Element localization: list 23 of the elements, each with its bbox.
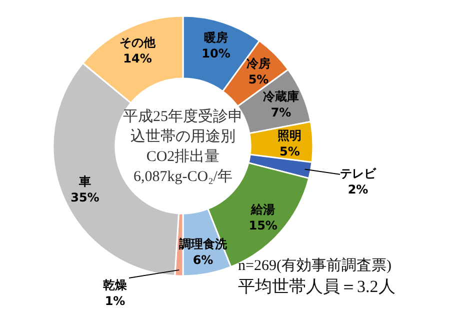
data-label: 5% (248, 72, 269, 86)
data-label: 35% (70, 190, 100, 204)
text: n=269(有効事前調査票) (238, 257, 392, 274)
data-label: 1% (104, 294, 126, 308)
slice-label: 乾燥 (103, 278, 127, 292)
data-label: 7% (270, 106, 292, 120)
text: 6,087kg-CO₂/年 (134, 168, 232, 185)
slice-label: 暖房 (204, 30, 228, 44)
data-label: 2% (348, 182, 368, 196)
data-label: 6% (192, 252, 214, 267)
slice-label: 給湯 (250, 202, 276, 217)
text: 平成25年度受診申込世帯の用途別CO2排出量 (123, 108, 243, 165)
slice-label: 照明 (278, 128, 302, 143)
data-label: 5% (280, 144, 300, 159)
data-label: 15% (248, 218, 278, 233)
slice-label: 冷蔵庫 (263, 90, 300, 104)
slice-label: テレビ (340, 166, 377, 180)
data-label: 14% (123, 51, 152, 66)
data-label: 10% (202, 46, 230, 60)
slice-label: 冷房 (246, 56, 271, 70)
slice-label: 車 (78, 174, 91, 188)
text: 平均世帯人員＝3.2人 (238, 277, 396, 296)
slice-label: その他 (120, 35, 157, 50)
